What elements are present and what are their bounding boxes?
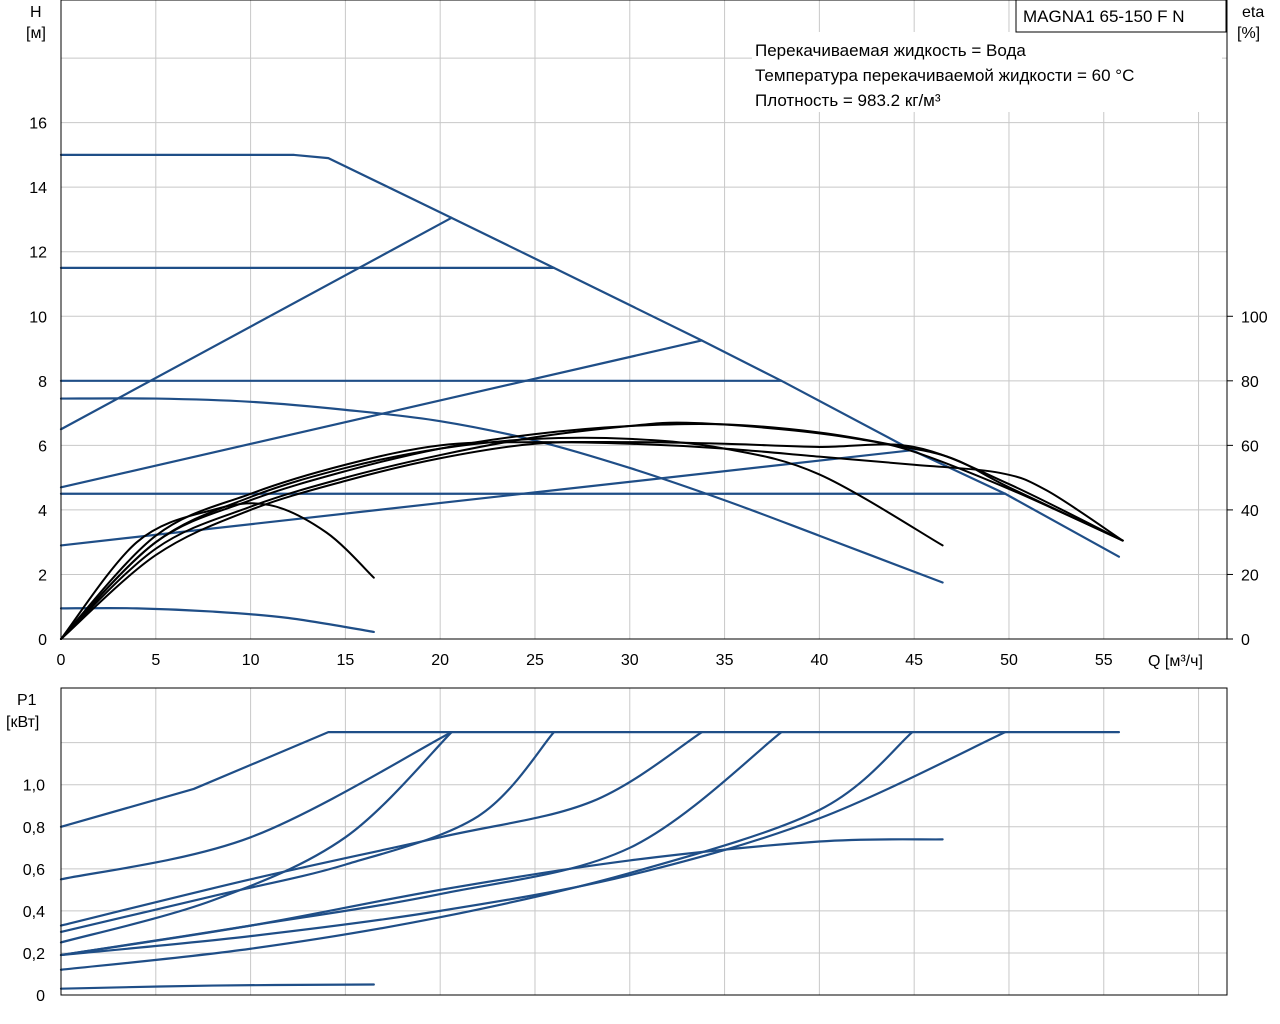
y-label-h: H [30, 4, 42, 21]
head-curve [59, 607, 375, 633]
x-tick-label: 35 [716, 652, 734, 669]
x-tick-label: 0 [57, 652, 66, 669]
top-axis-ticks: 0 5 10 15 20 25 30 35 40 45 50 55 0 2 4 6 8 10 12 14 16 0 20 40… [29, 116, 1268, 669]
y-tick-p1-label: 0,2 [23, 946, 45, 963]
y-tick-left-label: 12 [29, 245, 47, 262]
y-label-eta-unit: [%] [1237, 25, 1260, 42]
head-curve [59, 397, 944, 584]
x-tick-label: 30 [621, 652, 639, 669]
x-tick-label: 25 [526, 652, 544, 669]
head-plot-frame [60, 0, 1228, 640]
power-plot-frame [60, 687, 1228, 996]
y-label-p1-unit: [кВт] [6, 714, 39, 731]
y-tick-p1-label: 0,8 [23, 820, 45, 837]
power-curve [59, 731, 703, 927]
info-temperature: Температура перекачиваемой жидкости = 60… [755, 66, 1134, 85]
y-tick-p1-label: 1,0 [23, 778, 45, 795]
y-tick-right-label: 40 [1241, 503, 1259, 520]
x-tick-label: 45 [905, 652, 923, 669]
efficiency-curve [60, 440, 1124, 640]
y-label-eta: eta [1242, 4, 1264, 21]
y-tick-p1-label: 0 [36, 988, 45, 1005]
x-tick-label: 55 [1095, 652, 1113, 669]
power-curve [59, 983, 375, 990]
model-box [1015, 0, 1227, 33]
power-curve [59, 731, 556, 934]
info-box [752, 32, 1222, 112]
bottom-axis-ticks: 0 0,2 0,4 0,6 0,8 1,0 [23, 778, 45, 1005]
power-curve [59, 731, 1121, 828]
y-tick-right-label: 100 [1241, 309, 1268, 326]
model-name: MAGNA1 65-150 F N [1023, 7, 1185, 26]
y-tick-left-label: 2 [38, 567, 47, 584]
power-curve [59, 838, 944, 957]
x-tick-label: 50 [1000, 652, 1018, 669]
power-curves [59, 731, 1121, 990]
x-tick-label: 5 [151, 652, 160, 669]
power-curve [59, 731, 914, 971]
efficiency-curve [60, 436, 944, 640]
x-tick-label: 40 [810, 652, 828, 669]
bottom-grid [61, 688, 1227, 995]
power-curve [59, 731, 1007, 957]
head-curve [59, 449, 914, 547]
y-tick-left-label: 6 [38, 438, 47, 455]
head-and-efficiency-curves [59, 153, 1124, 640]
info-density: Плотность = 983.2 кг/м³ [755, 91, 941, 110]
efficiency-curve [60, 441, 1124, 640]
y-tick-left-label: 10 [29, 309, 47, 326]
y-tick-left-label: 14 [29, 180, 47, 197]
y-tick-left-label: 16 [29, 116, 47, 133]
info-liquid: Перекачиваемая жидкость = Вода [755, 41, 1026, 60]
x-tick-label: 20 [431, 652, 449, 669]
x-tick-label: 15 [336, 652, 354, 669]
head-curve [59, 153, 1121, 558]
y-tick-left-label: 8 [38, 374, 47, 391]
y-tick-right-label: 80 [1241, 374, 1259, 391]
efficiency-curve [60, 421, 1124, 640]
power-curve [59, 731, 453, 881]
y-tick-right-label: 0 [1241, 632, 1250, 649]
head-curve [59, 216, 453, 431]
x-tick-label: 10 [242, 652, 260, 669]
y-tick-p1-label: 0,6 [23, 862, 45, 879]
y-label-p1: P1 [17, 692, 37, 709]
x-label-q: Q [м³/ч] [1148, 653, 1203, 670]
y-tick-p1-label: 0,4 [23, 904, 45, 921]
y-label-h-unit: [м] [26, 25, 46, 42]
y-tick-left-label: 4 [38, 503, 47, 520]
y-tick-right-label: 60 [1241, 438, 1259, 455]
y-tick-right-label: 20 [1241, 567, 1259, 584]
y-tick-left-label: 0 [38, 632, 47, 649]
